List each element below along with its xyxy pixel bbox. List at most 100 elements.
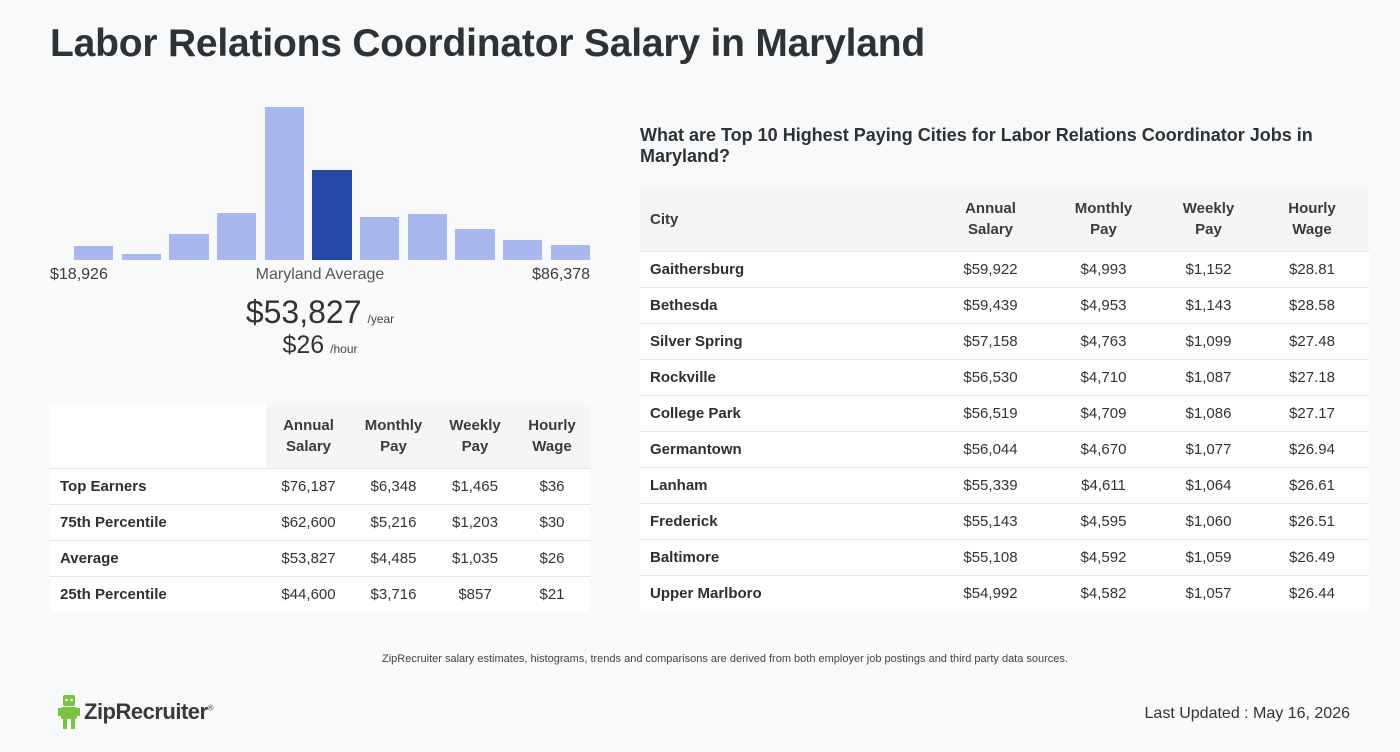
monthly-pay-cell: $4,763 <box>1045 322 1162 359</box>
weekly-pay-cell: $1,152 <box>1162 250 1255 287</box>
cities-table-header: City Annual Salary Monthly Pay Weekly Pay H… <box>640 188 1369 251</box>
annual-salary-cell: $55,108 <box>936 538 1045 575</box>
annual-salary-cell: $56,044 <box>936 430 1045 467</box>
hourly-wage-cell: $26.94 <box>1255 430 1369 467</box>
annual-salary-cell: $55,339 <box>936 466 1045 503</box>
header-text: Weekly <box>1182 200 1235 218</box>
city-name: Gaithersburg <box>640 250 936 287</box>
histogram-bar <box>455 229 495 260</box>
city-row: Bethesda $59,439 $4,953 $1,143 $28.58 <box>640 286 1369 323</box>
hourly-wage-cell: $26.49 <box>1255 538 1369 575</box>
weekly-pay-cell: $1,077 <box>1162 430 1255 467</box>
city-name: Lanham <box>640 466 936 503</box>
header-text: Annual <box>965 200 1016 218</box>
weekly-pay-cell: $1,059 <box>1162 538 1255 575</box>
monthly-pay-cell: $4,710 <box>1045 358 1162 395</box>
hourly-wage-cell: $21 <box>514 575 590 612</box>
table-row: Top Earners $76,187 $6,348 $1,465 $36 <box>50 467 590 504</box>
weekly-pay-cell: $1,465 <box>436 467 514 504</box>
ziprecruiter-logo[interactable]: ZipRecruiter® <box>58 695 214 729</box>
city-name: Germantown <box>640 430 936 467</box>
monthly-pay-cell: $4,592 <box>1045 538 1162 575</box>
annual-salary-cell: $55,143 <box>936 502 1045 539</box>
page-title: Labor Relations Coordinator Salary in Ma… <box>50 22 925 65</box>
monthly-pay-cell: $4,582 <box>1045 574 1162 611</box>
annual-salary-cell: $44,600 <box>266 575 351 612</box>
weekly-pay-cell: $1,035 <box>436 539 514 576</box>
city-name: Frederick <box>640 502 936 539</box>
header-text: Wage <box>1292 221 1332 239</box>
header-text: Salary <box>967 221 1014 239</box>
histogram-bar <box>360 217 400 260</box>
table-row: 25th Percentile $44,600 $3,716 $857 $21 <box>50 575 590 612</box>
header-text: Monthly <box>364 417 423 435</box>
hourly-wage-cell: $26.51 <box>1255 502 1369 539</box>
annual-salary-cell: $56,519 <box>936 394 1045 431</box>
hourly-wage-cell: $30 <box>514 503 590 540</box>
monthly-pay-cell: $4,953 <box>1045 286 1162 323</box>
average-yearly-unit: /year <box>367 312 395 326</box>
header-monthly-pay: Monthly Pay <box>351 405 436 468</box>
average-hourly: $26/hour <box>50 331 590 360</box>
monthly-pay-cell: $3,716 <box>351 575 436 612</box>
city-row: Baltimore $55,108 $4,592 $1,059 $26.49 <box>640 538 1369 575</box>
hourly-wage-cell: $27.17 <box>1255 394 1369 431</box>
annual-salary-cell: $59,922 <box>936 250 1045 287</box>
city-name: College Park <box>640 394 936 431</box>
monthly-pay-cell: $6,348 <box>351 467 436 504</box>
average-yearly-value: $53,827 <box>245 294 362 330</box>
hourly-wage-cell: $26 <box>514 539 590 576</box>
average-hourly-unit: /hour <box>330 342 358 356</box>
header-annual-salary: Annual Salary <box>266 405 351 468</box>
logo-text: ZipRecruiter <box>84 699 208 724</box>
city-row: Silver Spring $57,158 $4,763 $1,099 $27.… <box>640 322 1369 359</box>
weekly-pay-cell: $857 <box>436 575 514 612</box>
histogram-average-label: Maryland Average <box>255 266 385 283</box>
header-text: Salary <box>285 438 332 456</box>
monthly-pay-cell: $5,216 <box>351 503 436 540</box>
weekly-pay-cell: $1,087 <box>1162 358 1255 395</box>
monthly-pay-cell: $4,670 <box>1045 430 1162 467</box>
hourly-wage-cell: $26.44 <box>1255 574 1369 611</box>
monthly-pay-cell: $4,595 <box>1045 502 1162 539</box>
hourly-wage-cell: $36 <box>514 467 590 504</box>
header-text: Monthly <box>1074 200 1133 218</box>
cities-section-title: What are Top 10 Highest Paying Cities fo… <box>640 125 1313 166</box>
histogram-bar <box>503 240 543 260</box>
histogram-max-label: $86,378 <box>532 266 590 283</box>
hourly-wage-cell: $27.48 <box>1255 322 1369 359</box>
hourly-wage-cell: $28.81 <box>1255 250 1369 287</box>
hourly-wage-cell: $27.18 <box>1255 358 1369 395</box>
header-hourly-wage: Hourly Wage <box>1255 188 1369 251</box>
row-label: 25th Percentile <box>50 575 266 612</box>
percentile-table-header: Annual Salary Monthly Pay Weekly Pay Hourly… <box>50 405 590 468</box>
hourly-wage-cell: $28.58 <box>1255 286 1369 323</box>
header-text: Hourly <box>528 417 576 435</box>
header-text: Pay <box>461 438 489 456</box>
annual-salary-cell: $59,439 <box>936 286 1045 323</box>
last-updated: Last Updated : May 16, 2026 <box>1144 705 1350 722</box>
histogram-bar-average <box>312 169 352 260</box>
annual-salary-cell: $62,600 <box>266 503 351 540</box>
table-row: Average $53,827 $4,485 $1,035 $26 <box>50 539 590 576</box>
histogram-bar <box>407 214 447 260</box>
header-weekly-pay: Weekly Pay <box>436 405 514 468</box>
weekly-pay-cell: $1,057 <box>1162 574 1255 611</box>
city-row: College Park $56,519 $4,709 $1,086 $27.1… <box>640 394 1369 431</box>
city-row: Rockville $56,530 $4,710 $1,087 $27.18 <box>640 358 1369 395</box>
weekly-pay-cell: $1,099 <box>1162 322 1255 359</box>
annual-salary-cell: $57,158 <box>936 322 1045 359</box>
annual-salary-cell: $56,530 <box>936 358 1045 395</box>
header-annual-salary: Annual Salary <box>936 188 1045 251</box>
annual-salary-cell: $76,187 <box>266 467 351 504</box>
salary-histogram <box>50 95 590 260</box>
disclaimer: ZipRecruiter salary estimates, histogram… <box>382 653 1068 665</box>
header-text: Hourly <box>1288 200 1336 218</box>
header-city: City <box>640 188 936 251</box>
annual-salary-cell: $53,827 <box>266 539 351 576</box>
monthly-pay-cell: $4,485 <box>351 539 436 576</box>
histogram-min-label: $18,926 <box>50 266 108 283</box>
monthly-pay-cell: $4,709 <box>1045 394 1162 431</box>
row-label: Average <box>50 539 266 576</box>
weekly-pay-cell: $1,060 <box>1162 502 1255 539</box>
